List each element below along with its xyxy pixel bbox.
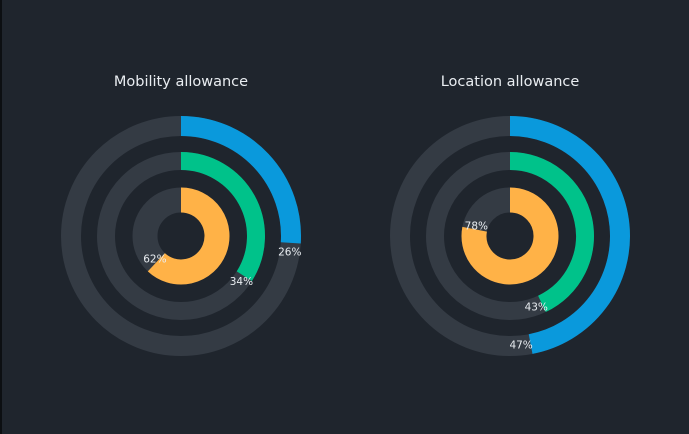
inner-ring-arc: [461, 187, 559, 285]
inner-ring-arc: [147, 187, 230, 285]
outer-ring-arc: [509, 116, 630, 354]
data-label: 78%: [465, 220, 488, 232]
data-label: 47%: [509, 339, 532, 351]
chart-title: Mobility allowance: [114, 74, 248, 90]
chart-title: Location allowance: [441, 74, 580, 90]
data-label: 34%: [230, 276, 253, 288]
data-label: 62%: [143, 253, 166, 265]
middle-ring-arc: [509, 152, 594, 313]
data-label: 43%: [525, 301, 548, 313]
outer-ring-arc: [180, 116, 301, 244]
data-label: 26%: [278, 246, 301, 258]
middle-ring-arc: [180, 152, 265, 282]
